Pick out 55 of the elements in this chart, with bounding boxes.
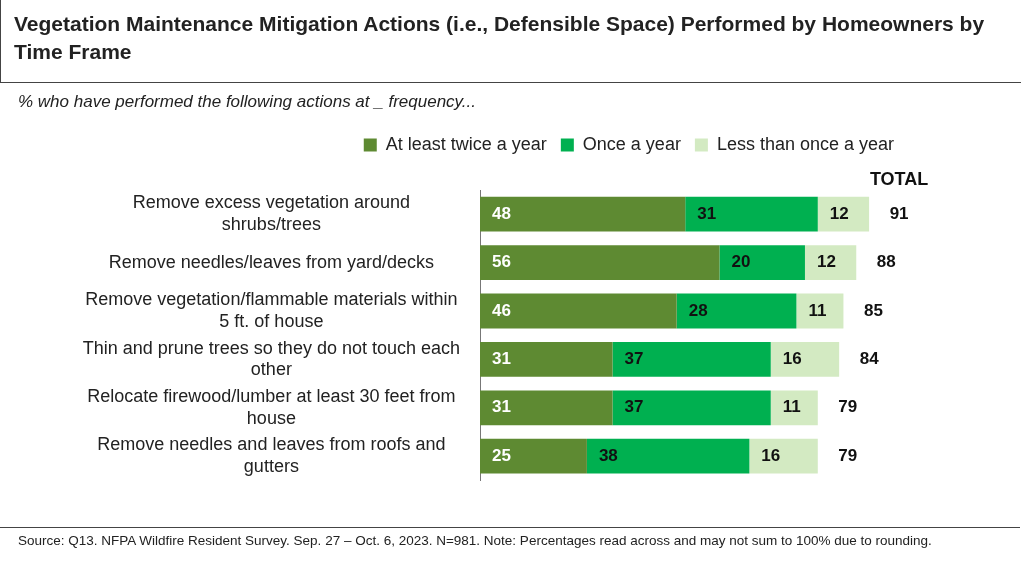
bar [685,196,818,232]
bar [480,341,613,377]
bar [676,293,797,329]
total-label: 84 [859,349,880,369]
bar [612,390,771,426]
total-label: 85 [863,300,883,320]
bar [770,341,840,377]
data-label: 25 [492,445,511,465]
bar [749,438,818,474]
data-label: 16 [761,445,781,465]
y-tick-label: Remove needles and leaves from roofs and gutters [97,434,446,476]
bar [480,245,720,281]
y-tick-label: Remove needles/leaves from yard/decks [108,251,434,272]
bar [586,438,750,474]
total-label: 91 [889,203,909,223]
bar [817,196,870,232]
data-label: 37 [624,349,644,369]
legend-label: At least twice a year [385,133,547,154]
data-label: 28 [688,300,708,320]
data-label: 31 [492,349,511,369]
data-label: 12 [816,252,836,272]
bar [770,390,818,426]
total-label: 79 [838,397,858,417]
legend-label: Less than once a year [716,133,895,154]
bar [480,438,587,474]
bar [480,390,613,426]
data-label: 46 [492,300,511,320]
data-label: 11 [808,300,827,320]
data-label: 16 [782,349,802,369]
y-tick-label: Remove vegetation/flammable materials within 5 ft. of house [85,289,458,331]
total-label: 79 [838,445,858,465]
y-tick-label: Relocate firewood/lumber at least 30 feet from house [87,385,456,428]
bar [796,293,844,329]
text: % who have performed the following actions at _ frequency... [18,92,476,112]
bar [480,196,686,232]
data-label: 11 [782,397,801,417]
bar [804,245,857,281]
data-label: 31 [697,203,717,223]
bar [480,293,677,329]
bar [719,245,805,281]
data-label: 38 [598,445,618,465]
chart-title: Vegetation Maintenance Mitigation Actions (i.e., Defensible Space) Performed by Homeowners by Time Frame [14,11,986,65]
legend-label: Once a year [582,133,681,154]
data-label: 20 [731,252,751,272]
data-label: 56 [492,252,511,272]
total-label: 88 [876,252,896,272]
data-label: 37 [624,397,644,417]
data-label: 48 [492,203,511,223]
data-label: 12 [829,203,849,223]
text: TOTAL [869,169,929,190]
y-tick-label: Thin and prune trees so they do not touch each other [82,337,461,380]
data-label: 31 [492,397,511,417]
source-note: Source: Q13. NFPA Wildfire Resident Survey. Sep. 27 – Oct. 6, 2023. N=981. Note: Percentages read across and may not sum to 100% due to rounding. [0,527,1020,550]
y-tick-label: Remove excess vegetation around shrubs/trees [132,192,410,234]
bar [612,341,771,377]
